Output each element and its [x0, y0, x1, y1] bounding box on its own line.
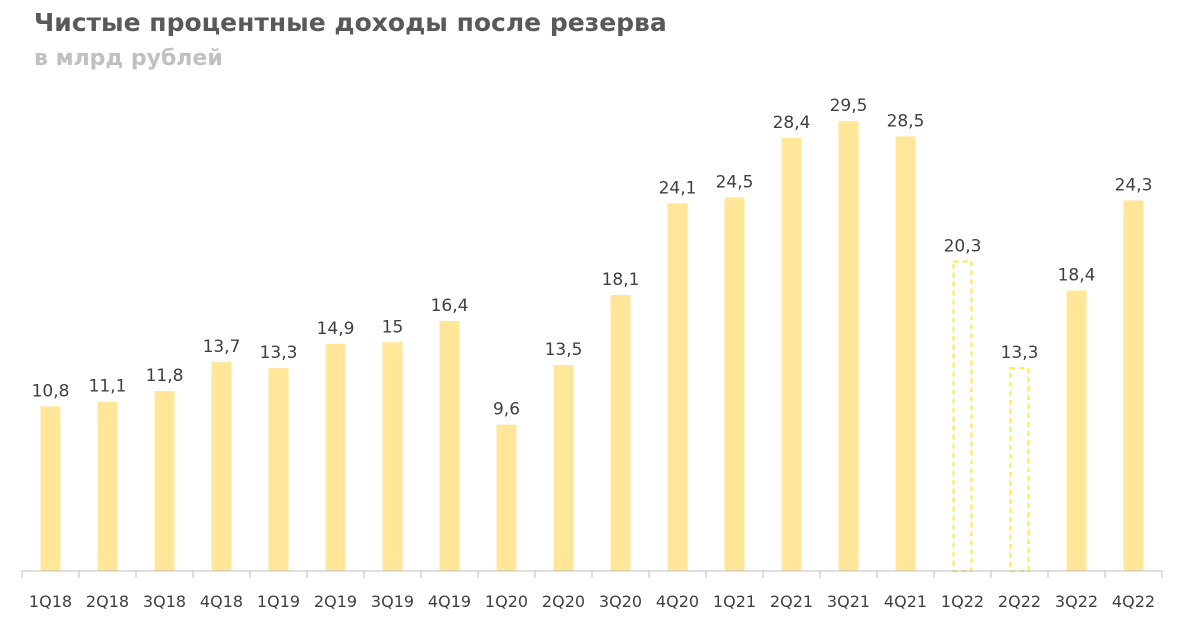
value-label-2Q20: 13,5 [545, 340, 583, 360]
bar-2Q19 [325, 343, 346, 571]
bar-1Q20 [496, 424, 517, 571]
bars-group [40, 121, 1144, 573]
x-axis-ticks-group [21, 571, 1163, 578]
tick-label-4Q20: 4Q20 [656, 592, 699, 611]
bar-1Q18 [40, 406, 61, 571]
x-axis-tick-labels-group: 1Q18 2Q18 3Q18 4Q18 1Q19 2Q19 3Q19 4Q19 1Q20 2Q20… [29, 592, 1155, 611]
value-label-3Q22: 18,4 [1058, 265, 1096, 285]
tick-label-3Q21: 3Q21 [827, 592, 870, 611]
value-label-3Q21: 29,5 [830, 96, 868, 116]
value-label-4Q21: 28,5 [887, 111, 925, 131]
bar-3Q21 [838, 121, 859, 572]
tick-label-1Q18: 1Q18 [29, 592, 72, 611]
tick-label-1Q20: 1Q20 [485, 592, 528, 611]
value-label-2Q19: 14,9 [317, 319, 355, 339]
value-label-1Q20: 9,6 [493, 400, 520, 420]
value-labels-group: 10,8 11,1 11,8 13,7 13,3 14,9 15 16,4 9,6 13,5 18,… [32, 96, 1153, 419]
value-label-3Q18: 11,8 [146, 366, 184, 386]
bar-1Q22 [952, 260, 973, 572]
tick-label-4Q19: 4Q19 [428, 592, 471, 611]
tick-label-2Q19: 2Q19 [314, 592, 357, 611]
bar-4Q19 [439, 320, 460, 571]
tick-label-2Q20: 2Q20 [542, 592, 585, 611]
tick-label-3Q22: 3Q22 [1055, 592, 1098, 611]
tick-label-3Q20: 3Q20 [599, 592, 642, 611]
bar-2Q21 [781, 137, 802, 571]
value-label-4Q22: 24,3 [1115, 175, 1153, 195]
value-label-1Q18: 10,8 [32, 381, 70, 401]
bar-4Q18 [211, 362, 232, 571]
tick-label-1Q21: 1Q21 [713, 592, 756, 611]
value-label-3Q20: 18,1 [602, 270, 640, 290]
tick-label-3Q19: 3Q19 [371, 592, 414, 611]
bar-4Q21 [895, 136, 916, 572]
value-label-2Q18: 11,1 [89, 377, 127, 397]
tick-label-2Q21: 2Q21 [770, 592, 813, 611]
value-label-2Q22: 13,3 [1001, 343, 1039, 363]
bar-4Q22 [1123, 200, 1144, 571]
tick-label-4Q18: 4Q18 [200, 592, 243, 611]
bar-2Q20 [553, 365, 574, 572]
bar-2Q18 [97, 401, 118, 572]
value-label-1Q19: 13,3 [260, 343, 298, 363]
value-label-4Q18: 13,7 [203, 337, 241, 357]
value-label-2Q21: 28,4 [773, 113, 811, 133]
value-label-1Q21: 24,5 [716, 172, 754, 192]
bar-2Q22 [1009, 367, 1030, 573]
bar-1Q21 [724, 197, 745, 572]
tick-label-1Q19: 1Q19 [257, 592, 300, 611]
tick-label-3Q18: 3Q18 [143, 592, 186, 611]
bar-1Q19 [268, 368, 289, 571]
tick-label-2Q22: 2Q22 [998, 592, 1041, 611]
value-label-4Q20: 24,1 [659, 178, 697, 198]
bar-3Q18 [154, 391, 175, 571]
tick-label-1Q22: 1Q22 [941, 592, 984, 611]
value-label-4Q19: 16,4 [431, 296, 469, 316]
tick-label-2Q18: 2Q18 [86, 592, 129, 611]
bar-4Q20 [667, 203, 688, 571]
value-label-1Q22: 20,3 [944, 236, 982, 256]
bar-3Q22 [1066, 290, 1087, 571]
value-label-3Q19: 15 [382, 317, 404, 337]
chart-title: Чистые процентные доходы после резерва [34, 8, 667, 37]
bar-3Q19 [382, 342, 403, 571]
tick-label-4Q21: 4Q21 [884, 592, 927, 611]
bar-3Q20 [610, 294, 631, 571]
tick-label-4Q22: 4Q22 [1112, 592, 1155, 611]
chart-subtitle: в млрд рублей [34, 46, 223, 71]
